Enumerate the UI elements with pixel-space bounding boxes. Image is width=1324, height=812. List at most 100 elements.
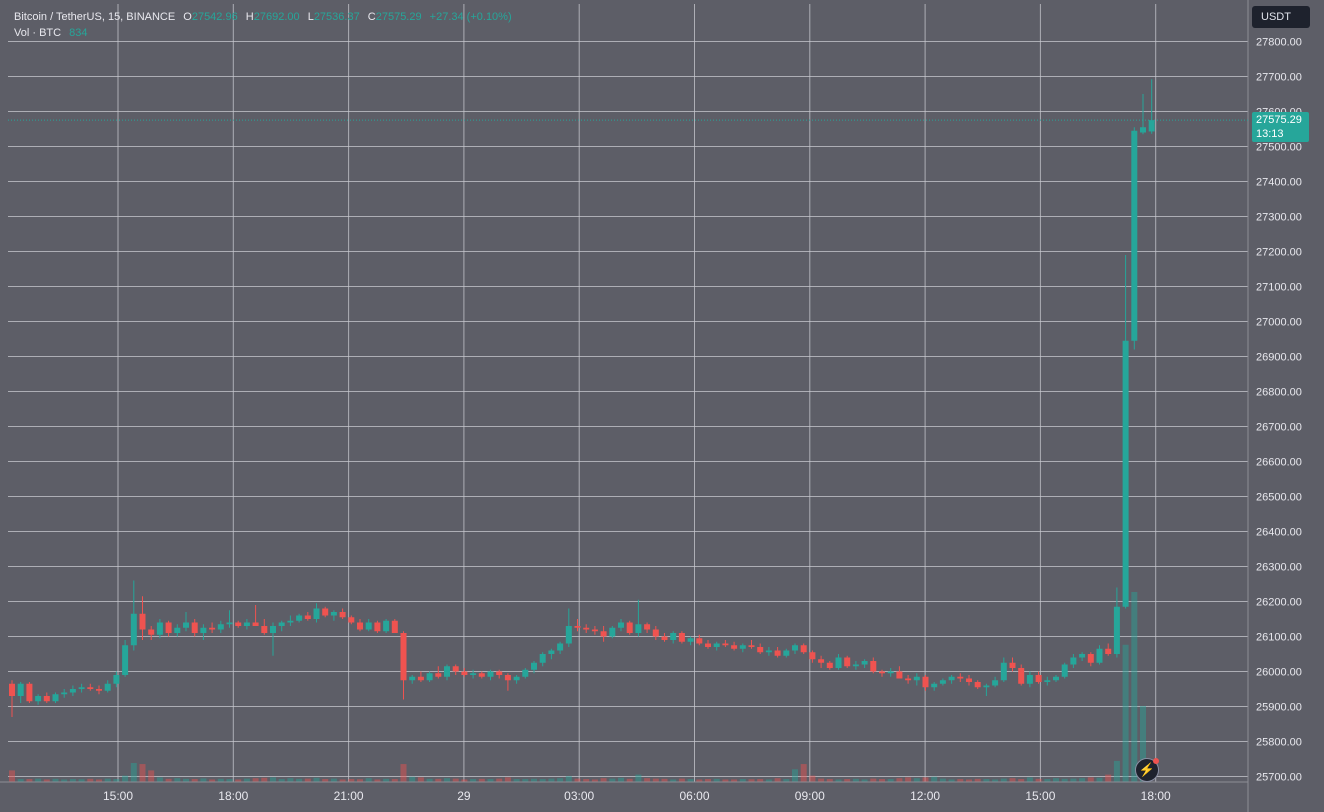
candle (844, 655, 851, 668)
candle (1140, 94, 1146, 135)
candle-body (600, 631, 607, 637)
volume-bar (139, 764, 146, 782)
candle (1113, 587, 1120, 658)
candle-body (235, 622, 242, 626)
candle (783, 648, 790, 658)
volume-bar (200, 778, 207, 782)
candle-body (652, 629, 659, 637)
candle (478, 671, 485, 679)
candle (548, 648, 555, 660)
candle-body (705, 643, 711, 647)
candle-body (113, 675, 120, 684)
volume-bar (722, 779, 729, 782)
candle (357, 619, 363, 632)
candle (435, 666, 442, 679)
x-tick-label: 09:00 (795, 789, 825, 803)
candle-body (948, 676, 955, 681)
volume-bar (966, 779, 972, 782)
candle (896, 666, 903, 679)
volume-bar (957, 779, 964, 782)
candle-body (670, 633, 677, 640)
volume-bar (731, 779, 738, 782)
candle (61, 689, 68, 698)
candle-body (644, 624, 651, 630)
volume-bars (9, 592, 1146, 782)
currency-button[interactable]: USDT (1252, 6, 1310, 28)
candle (1000, 657, 1007, 682)
candle-body (635, 624, 642, 633)
candle-body (43, 696, 50, 702)
candle (887, 668, 894, 677)
candle (130, 580, 137, 651)
candle (1096, 645, 1103, 665)
candle (113, 671, 120, 688)
open-value: 27542.96 (191, 11, 238, 23)
volume-bar (696, 779, 703, 782)
candle (313, 603, 320, 623)
candle (513, 675, 520, 684)
candle (757, 643, 764, 654)
candle (522, 668, 529, 679)
candle-body (174, 627, 181, 633)
candle (1070, 654, 1077, 668)
volume-bar (687, 779, 694, 782)
volume-bar (879, 779, 885, 782)
candle-body (504, 675, 511, 681)
candle (565, 608, 572, 647)
candle-body (409, 676, 416, 681)
candle-body (417, 676, 424, 681)
candle (852, 661, 859, 670)
candle-body (287, 620, 294, 623)
volume-bar (739, 779, 746, 782)
volume-bar (296, 778, 303, 782)
volume-bar (1122, 644, 1129, 782)
x-tick-label: 21:00 (334, 789, 364, 803)
candle (974, 680, 981, 689)
candle-body (887, 671, 894, 674)
volume-bar (87, 778, 94, 782)
volume-bar (522, 779, 529, 782)
candle (1105, 643, 1112, 656)
candle-body (557, 643, 564, 651)
x-tick-label: 18:00 (1141, 789, 1171, 803)
lightning-bolt-icon[interactable]: ⚡ (1135, 758, 1159, 782)
candle (809, 650, 816, 663)
candle (348, 615, 355, 625)
candle (470, 669, 477, 679)
volume-bar (765, 779, 772, 782)
volume-bar (417, 777, 424, 782)
x-tick-label: 15:00 (103, 789, 133, 803)
volume-bar (557, 778, 564, 782)
volume-label[interactable]: Vol · BTC (14, 27, 62, 39)
ohlc-row: Bitcoin / TetherUS, 15, BINANCE O27542.9… (14, 9, 512, 25)
candle (391, 619, 398, 633)
volume-bar (574, 778, 581, 782)
volume-bar (1105, 774, 1112, 782)
grid (8, 4, 1248, 782)
volume-bar (52, 778, 59, 782)
volume-bar (870, 778, 877, 782)
candle-body (931, 683, 938, 688)
y-tick-label: 27100.00 (1256, 282, 1302, 294)
candle (1053, 675, 1059, 682)
candle-body (879, 671, 885, 674)
volume-bar (983, 779, 990, 782)
x-tick-label: 12:00 (910, 789, 940, 803)
candle-body (270, 626, 276, 633)
candle-body (1131, 130, 1138, 341)
candle-body (243, 622, 250, 626)
candle-body (1000, 662, 1007, 681)
volume-bar (243, 778, 250, 782)
volume-bar (191, 779, 198, 782)
candle (296, 613, 303, 623)
volume-bar (1026, 777, 1033, 782)
symbol-label[interactable]: Bitcoin / TetherUS, 15, BINANCE (14, 11, 176, 23)
candle (531, 661, 537, 674)
volume-bar (313, 777, 320, 782)
y-tick-label: 25800.00 (1256, 737, 1302, 749)
candle (17, 682, 24, 703)
candle (861, 659, 868, 668)
candle-body (52, 694, 59, 702)
candle (1026, 671, 1033, 688)
